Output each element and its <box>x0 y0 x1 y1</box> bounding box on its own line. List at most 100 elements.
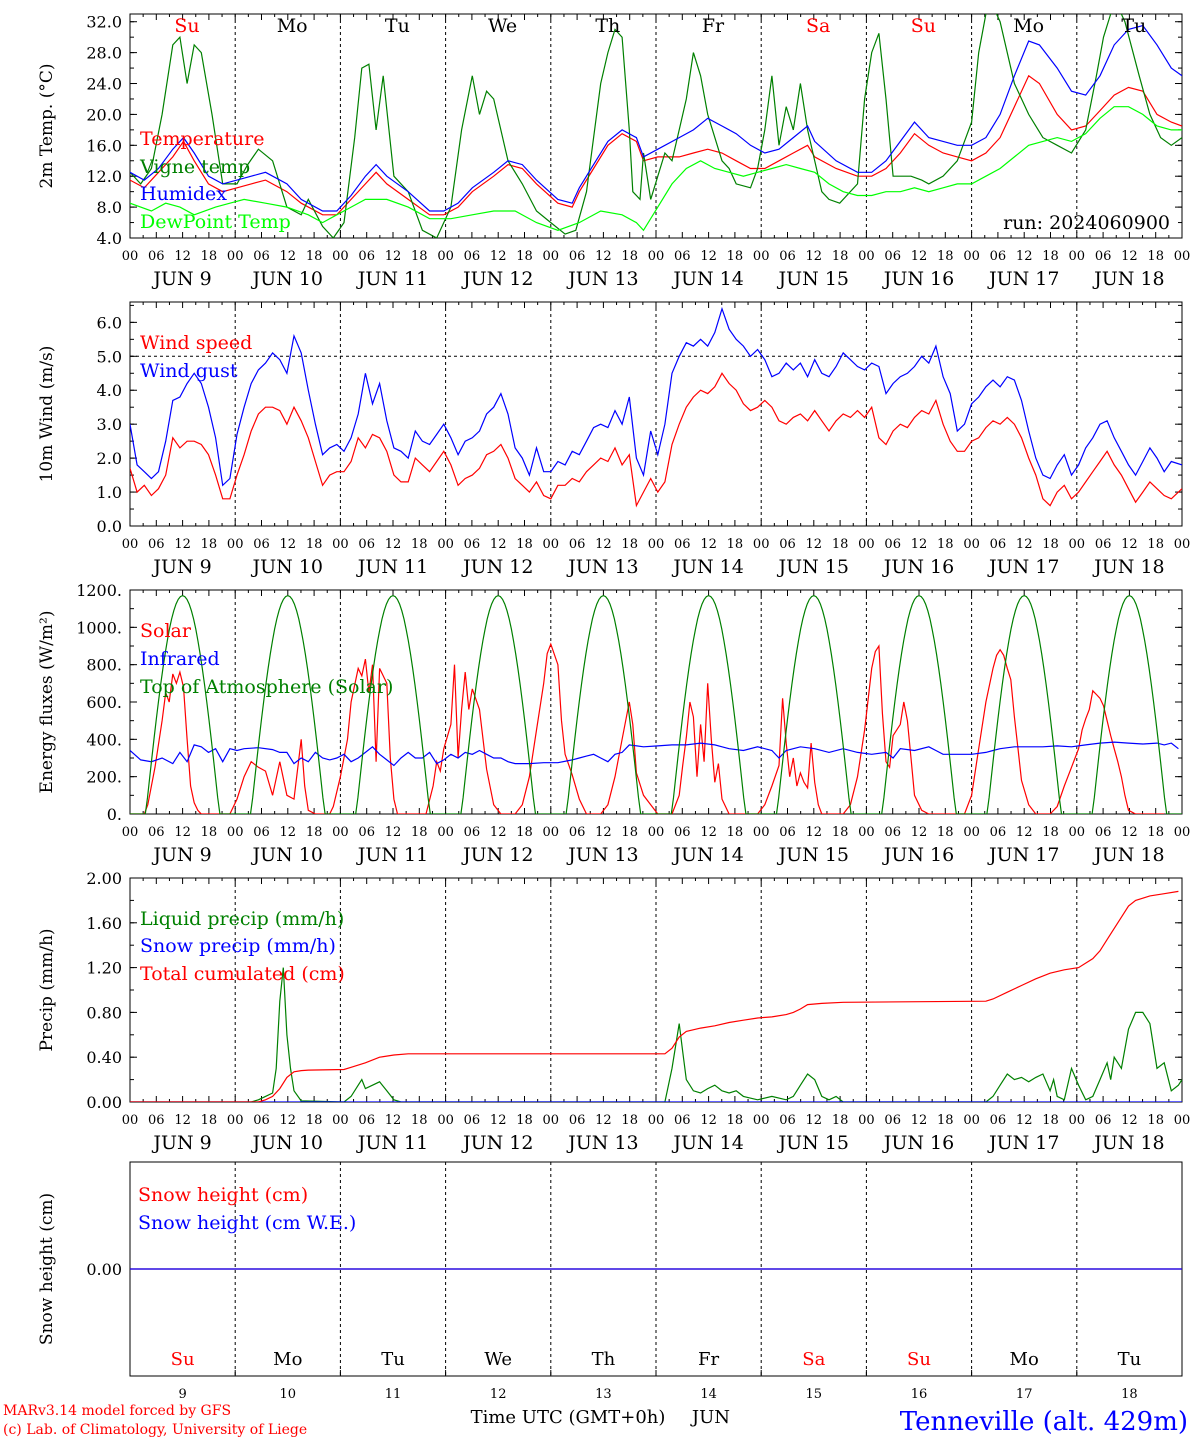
hour-tick-label: 06 <box>1095 537 1112 552</box>
hour-tick-label: 00 <box>332 825 349 840</box>
hour-tick-label: 06 <box>253 249 270 264</box>
hour-tick-label: 18 <box>516 825 533 840</box>
y-tick-label: 0.00 <box>86 1260 122 1279</box>
legend-entry: Wind gust <box>140 360 238 382</box>
hour-tick-label: 06 <box>253 825 270 840</box>
hour-tick-label: 06 <box>884 537 901 552</box>
y-tick-label: 0. <box>107 805 122 824</box>
hour-tick-label: 00 <box>543 825 560 840</box>
hour-tick-label: 06 <box>464 537 481 552</box>
hour-tick-label: 06 <box>990 1113 1007 1128</box>
hour-tick-label: 18 <box>621 537 638 552</box>
hour-tick-label: 18 <box>201 249 218 264</box>
hour-tick-label: 00 <box>122 825 139 840</box>
y-tick-label: 24.0 <box>86 75 122 94</box>
hour-tick-label: 18 <box>937 249 954 264</box>
hour-tick-label: 06 <box>358 249 375 264</box>
hour-tick-label: 06 <box>990 249 1007 264</box>
hour-tick-label: 06 <box>358 1113 375 1128</box>
hour-tick-label: 00 <box>543 249 560 264</box>
date-label: JUN 11 <box>356 556 428 578</box>
weekday-label: Fr <box>702 15 725 37</box>
y-tick-label: 0.00 <box>86 1093 122 1112</box>
hour-tick-label: 06 <box>569 825 586 840</box>
y-tick-label: 1000. <box>76 618 122 637</box>
hour-tick-label: 06 <box>674 825 691 840</box>
hour-tick-label: 18 <box>727 825 744 840</box>
hour-tick-label: 18 <box>621 249 638 264</box>
series-line-liquid-precip-mm-h- <box>130 967 1182 1102</box>
hour-tick-label: 06 <box>1095 825 1112 840</box>
date-label: JUN 17 <box>987 556 1059 578</box>
hour-tick-label: 00 <box>753 825 770 840</box>
series-line-humidex <box>130 24 1182 212</box>
date-label: JUN 13 <box>566 556 638 578</box>
hour-tick-label: 00 <box>332 537 349 552</box>
series-line-temperature <box>130 74 1182 216</box>
hour-tick-label: 18 <box>727 1113 744 1128</box>
hour-tick-label: 00 <box>858 537 875 552</box>
hour-tick-label: 12 <box>385 825 402 840</box>
hour-tick-label: 12 <box>385 249 402 264</box>
hour-tick-label: 18 <box>201 537 218 552</box>
x-axis-label: Time UTC (GMT+0h) <box>471 1407 666 1428</box>
hour-tick-label: 12 <box>1121 825 1138 840</box>
hour-tick-label: 06 <box>569 1113 586 1128</box>
series-line-total-cumulated-cm- <box>130 890 1179 1102</box>
hour-tick-label: 00 <box>963 825 980 840</box>
series-line-wind-gust <box>130 306 1182 487</box>
hour-tick-label: 06 <box>884 1113 901 1128</box>
hour-tick-label: 18 <box>516 537 533 552</box>
hour-tick-label: 12 <box>1016 825 1033 840</box>
weekday-label: Su <box>907 1349 931 1370</box>
y-tick-label: 16.0 <box>86 136 122 155</box>
date-label: JUN 13 <box>566 1132 638 1154</box>
weekday-label: Tu <box>385 15 410 37</box>
day-number-label: 9 <box>178 1387 186 1402</box>
date-label: JUN 18 <box>1092 1132 1164 1154</box>
hour-tick-label: 18 <box>1042 249 1059 264</box>
hour-tick-label: 18 <box>937 825 954 840</box>
hour-tick-label: 00 <box>543 1113 560 1128</box>
y-tick-label: 0.0 <box>97 517 122 536</box>
date-label: JUN 18 <box>1092 268 1164 290</box>
series-line-infrared <box>130 741 1179 767</box>
series-line-dewpoint-temp <box>130 106 1182 232</box>
hour-tick-label: 00 <box>963 537 980 552</box>
y-tick-label: 600. <box>86 693 122 712</box>
date-label: JUN 15 <box>777 556 849 578</box>
station-label: Tenneville (alt. 429m) <box>900 1407 1188 1437</box>
hour-tick-label: 18 <box>306 537 323 552</box>
weekday-label: Mo <box>1010 1349 1039 1370</box>
y-tick-label: 6.0 <box>97 313 122 332</box>
date-label: JUN 12 <box>461 844 533 866</box>
hour-tick-label: 00 <box>122 537 139 552</box>
legend-entry: Humidex <box>140 183 227 205</box>
hour-tick-label: 06 <box>464 249 481 264</box>
hour-tick-label: 06 <box>148 825 165 840</box>
y-axis-label: 10m Wind (m/s) <box>37 346 57 483</box>
hour-tick-label: 00 <box>753 1113 770 1128</box>
y-tick-label: 1.20 <box>86 959 122 978</box>
hour-tick-label: 12 <box>700 825 717 840</box>
hour-tick-label: 18 <box>832 825 849 840</box>
panel-radiation: 0. 200. 400. 600. 800. 1000. 1200. Energy fluxe… <box>37 581 1190 866</box>
y-tick-label: 2.0 <box>97 449 122 468</box>
day-number-label: 16 <box>911 1387 928 1402</box>
hour-tick-label: 12 <box>911 825 928 840</box>
hour-tick-label: 06 <box>990 825 1007 840</box>
hour-tick-label: 12 <box>1016 249 1033 264</box>
series-line-top-of-atmosphere-solar- <box>130 594 1182 814</box>
hour-tick-label: 12 <box>911 249 928 264</box>
weekday-label: Mo <box>277 15 308 37</box>
hour-tick-label: 00 <box>648 1113 665 1128</box>
y-tick-label: 0.80 <box>86 1003 122 1022</box>
date-label: JUN 13 <box>566 844 638 866</box>
date-label: JUN 15 <box>777 1132 849 1154</box>
hour-tick-label: 06 <box>464 825 481 840</box>
hour-tick-label: 18 <box>1147 249 1164 264</box>
hour-tick-label: 06 <box>358 825 375 840</box>
hour-tick-label: 18 <box>411 825 428 840</box>
weekday-label: Sa <box>802 1349 825 1370</box>
y-tick-label: 4.0 <box>97 381 122 400</box>
